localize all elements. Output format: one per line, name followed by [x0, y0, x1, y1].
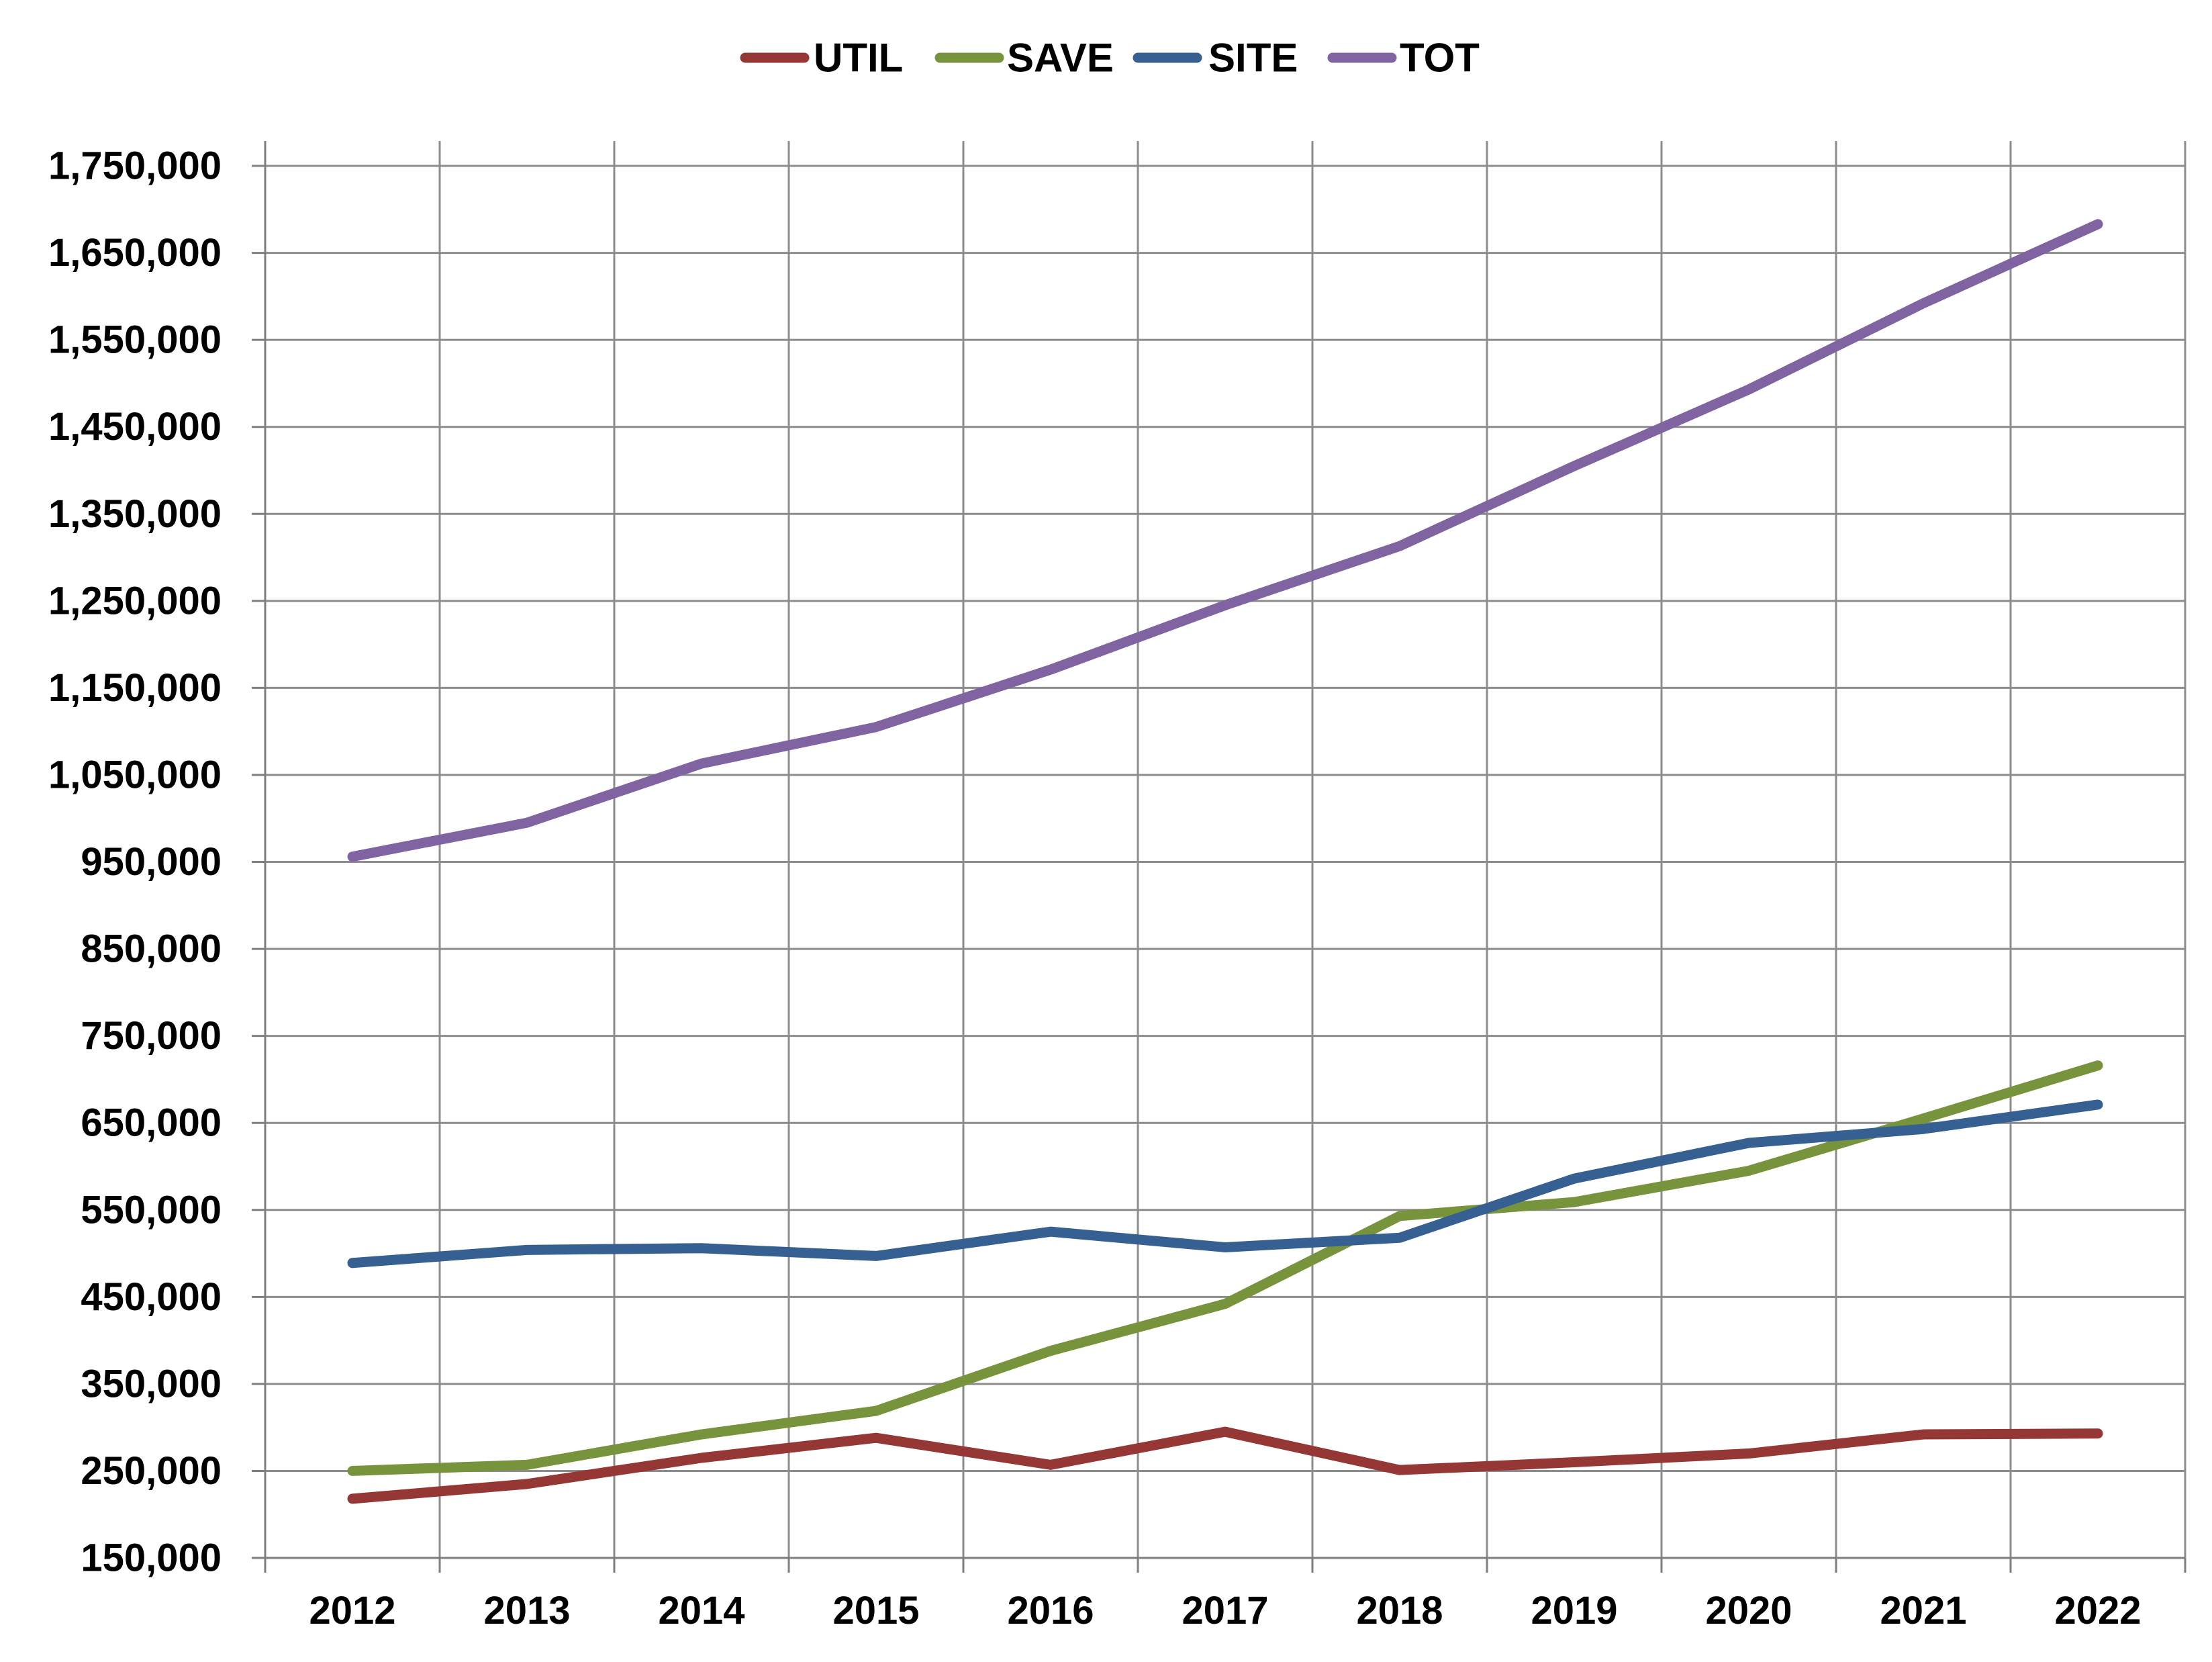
x-tick-label: 2014 [658, 1589, 744, 1632]
y-tick-label: 250,000 [81, 1449, 222, 1493]
y-tick-label: 550,000 [81, 1188, 222, 1232]
x-tick-label: 2022 [2054, 1589, 2141, 1632]
x-tick-label: 2021 [1880, 1589, 1966, 1632]
y-tick-label: 1,150,000 [48, 666, 222, 710]
series-line-save [347, 1060, 2103, 1476]
y-tick-label: 1,450,000 [48, 405, 222, 449]
legend-label-site: SITE [1208, 36, 1298, 81]
x-axis-tick-labels: 2012 2013 2014 2015 2016 2017 2018 2019 2020 2021… [309, 1589, 2141, 1632]
y-tick-label: 1,350,000 [48, 492, 222, 536]
legend-label-tot: TOT [1400, 36, 1480, 81]
grid-lines [265, 141, 2186, 1558]
series-line-tot [347, 219, 2103, 862]
legend-label-save: SAVE [1007, 36, 1114, 81]
y-tick-label: 850,000 [81, 927, 222, 971]
y-tick-label: 1,750,000 [48, 144, 222, 188]
y-axis-tick-labels: 150,000 250,000 350,000 450,000 550,000 650,0… [48, 144, 222, 1580]
x-tick-label: 2012 [309, 1589, 395, 1632]
x-tick-label: 2018 [1356, 1589, 1443, 1632]
y-tick-label: 650,000 [81, 1101, 222, 1145]
y-tick-label: 750,000 [81, 1014, 222, 1058]
y-tick-label: 450,000 [81, 1275, 222, 1319]
series-lines [347, 219, 2103, 1504]
x-tick-label: 2015 [832, 1589, 919, 1632]
y-tick-label: 1,550,000 [48, 318, 222, 362]
x-tick-label: 2019 [1531, 1589, 1617, 1632]
y-tick-label: 150,000 [81, 1536, 222, 1580]
y-tick-label: 950,000 [81, 840, 222, 884]
x-tick-label: 2017 [1182, 1589, 1268, 1632]
y-tick-label: 1,650,000 [48, 231, 222, 275]
series-line-site [347, 1099, 2103, 1268]
series-line-util [347, 1426, 2103, 1504]
legend-label-util: UTIL [814, 36, 903, 81]
x-tick-label: 2013 [483, 1589, 570, 1632]
axes [252, 141, 2186, 1573]
x-tick-label: 2020 [1705, 1589, 1792, 1632]
legend: UTIL SAVE SITE TOT [740, 36, 1480, 81]
y-tick-label: 1,250,000 [48, 579, 222, 622]
y-tick-label: 1,050,000 [48, 753, 222, 796]
y-tick-label: 350,000 [81, 1362, 222, 1405]
x-tick-label: 2016 [1007, 1589, 1094, 1632]
